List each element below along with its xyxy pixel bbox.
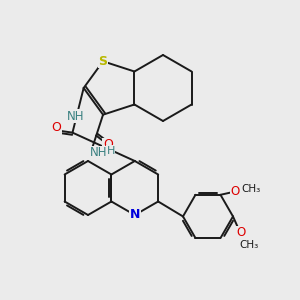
Text: NH: NH <box>67 110 85 123</box>
Text: CH₃: CH₃ <box>242 184 261 194</box>
Text: O: O <box>230 185 239 198</box>
Text: O: O <box>237 226 246 239</box>
Text: N: N <box>130 208 140 221</box>
Text: O: O <box>103 138 113 151</box>
Text: S: S <box>98 55 107 68</box>
Text: O: O <box>52 121 61 134</box>
Text: NH: NH <box>90 146 107 159</box>
Text: CH₃: CH₃ <box>239 240 259 250</box>
Text: H: H <box>106 146 115 156</box>
